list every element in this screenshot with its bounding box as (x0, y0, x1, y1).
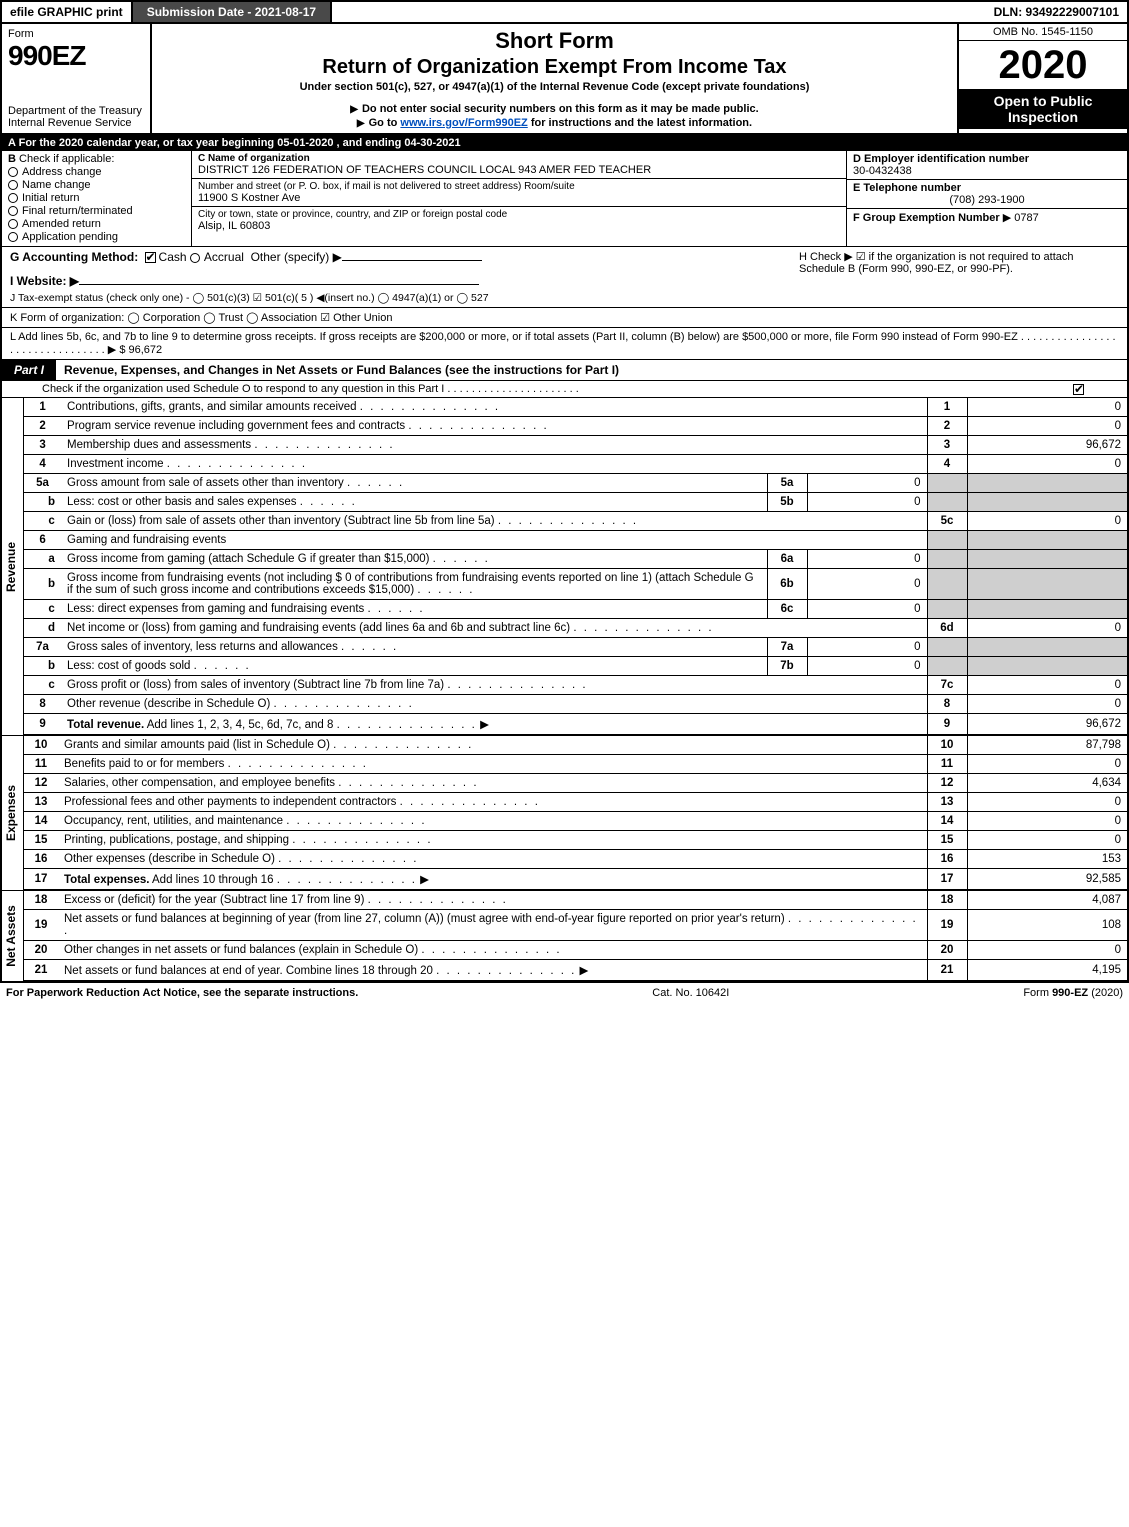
tel-label: E Telephone number (853, 182, 1121, 194)
dept-treasury: Department of the Treasury Internal Reve… (8, 105, 144, 129)
org-city: Alsip, IL 60803 (198, 220, 840, 232)
goto-post: for instructions and the latest informat… (528, 117, 752, 129)
group-exemption-label: F Group Exemption Number (853, 212, 1000, 224)
box-def: D Employer identification number 30-0432… (847, 151, 1127, 246)
table-row: 10Grants and similar amounts paid (list … (24, 736, 1127, 755)
box-b: B Check if applicable: Address change Na… (2, 151, 192, 246)
omb-number: OMB No. 1545-1150 (959, 24, 1127, 41)
line-a-tax-year: A For the 2020 calendar year, or tax yea… (0, 135, 1129, 151)
table-row: aGross income from gaming (attach Schedu… (24, 550, 1127, 569)
table-row: 19Net assets or fund balances at beginni… (24, 910, 1127, 941)
open-public-inspection: Open to Public Inspection (959, 89, 1127, 129)
table-row: 6Gaming and fundraising events (24, 531, 1127, 550)
ein-label: D Employer identification number (853, 153, 1121, 165)
table-row: 3Membership dues and assessments . . . .… (24, 436, 1127, 455)
chk-final-return[interactable] (8, 206, 18, 216)
chk-schedule-o[interactable] (1073, 384, 1084, 395)
org-address: 11900 S Kostner Ave (198, 192, 840, 204)
table-row: 16Other expenses (describe in Schedule O… (24, 850, 1127, 869)
table-row: 13Professional fees and other payments t… (24, 793, 1127, 812)
table-row: 17Total expenses. Add lines 10 through 1… (24, 869, 1127, 890)
form-label: Form (8, 28, 144, 40)
table-row: 5aGross amount from sale of assets other… (24, 474, 1127, 493)
part-1-header: Part I Revenue, Expenses, and Changes in… (0, 360, 1129, 381)
chk-app-pending[interactable] (8, 232, 18, 242)
org-info-grid: B Check if applicable: Address change Na… (0, 151, 1129, 247)
table-row: 15Printing, publications, postage, and s… (24, 831, 1127, 850)
chk-initial-return[interactable] (8, 193, 18, 203)
top-bar: efile GRAPHIC print Submission Date - 20… (0, 0, 1129, 24)
chk-accrual[interactable] (190, 253, 200, 263)
table-row: 4Investment income . . . . . . . . . . .… (24, 455, 1127, 474)
part-1-check: Check if the organization used Schedule … (0, 381, 1129, 398)
org-name: DISTRICT 126 FEDERATION OF TEACHERS COUN… (198, 164, 840, 176)
warning-text: Do not enter social security numbers on … (362, 103, 759, 115)
submission-date-button[interactable]: Submission Date - 2021-08-17 (133, 2, 332, 22)
table-row: bGross income from fundraising events (n… (24, 569, 1127, 600)
line-k-org-form: K Form of organization: ◯ Corporation ◯ … (0, 308, 1129, 328)
irs-link[interactable]: www.irs.gov/Form990EZ (400, 117, 527, 129)
box-c: C Name of organization DISTRICT 126 FEDE… (192, 151, 847, 246)
form-number: 990EZ (8, 40, 144, 72)
form-ref: Form 990-EZ (2020) (1023, 987, 1123, 999)
website-label: I Website: ▶ (10, 274, 79, 288)
chk-name-change[interactable] (8, 180, 18, 190)
page-footer: For Paperwork Reduction Act Notice, see … (0, 983, 1129, 1003)
netassets-side-label: Net Assets (2, 891, 24, 981)
paperwork-notice: For Paperwork Reduction Act Notice, see … (6, 987, 358, 999)
expenses-side-label: Expenses (2, 736, 24, 890)
tax-year: 2020 (959, 41, 1127, 89)
revenue-side-label: Revenue (2, 398, 24, 735)
form-header: Form 990EZ Department of the Treasury In… (0, 24, 1129, 135)
table-row: 20Other changes in net assets or fund ba… (24, 941, 1127, 960)
ein-value: 30-0432438 (853, 165, 1121, 177)
table-row: cGross profit or (loss) from sales of in… (24, 676, 1127, 695)
table-row: 8Other revenue (describe in Schedule O) … (24, 695, 1127, 714)
dln-label: DLN: 93492229007101 (986, 2, 1127, 22)
chk-amended[interactable] (8, 219, 18, 229)
netassets-table: 18Excess or (deficit) for the year (Subt… (24, 891, 1127, 981)
part-1-tab: Part I (2, 360, 56, 380)
table-row: cGain or (loss) from sale of assets othe… (24, 512, 1127, 531)
accounting-method-label: G Accounting Method: (10, 250, 138, 264)
goto-pre: Go to (369, 117, 401, 129)
subtitle: Under section 501(c), 527, or 4947(a)(1)… (158, 81, 951, 93)
table-row: 14Occupancy, rent, utilities, and mainte… (24, 812, 1127, 831)
line-l-gross-receipts: L Add lines 5b, 6c, and 7b to line 9 to … (0, 328, 1129, 360)
table-row: cLess: direct expenses from gaming and f… (24, 600, 1127, 619)
table-row: bLess: cost or other basis and sales exp… (24, 493, 1127, 512)
org-name-label: C Name of organization (198, 153, 840, 164)
efile-print-button[interactable]: efile GRAPHIC print (2, 2, 133, 22)
tel-value: (708) 293-1900 (853, 194, 1121, 206)
table-row: 12Salaries, other compensation, and empl… (24, 774, 1127, 793)
expenses-table: 10Grants and similar amounts paid (list … (24, 736, 1127, 890)
table-row: 7aGross sales of inventory, less returns… (24, 638, 1127, 657)
title-return: Return of Organization Exempt From Incom… (158, 56, 951, 79)
table-row: 21Net assets or fund balances at end of … (24, 960, 1127, 981)
table-row: 9Total revenue. Add lines 1, 2, 3, 4, 5c… (24, 714, 1127, 735)
addr-label: Number and street (or P. O. box, if mail… (198, 181, 840, 192)
line-g-h: G Accounting Method: Cash Accrual Other … (0, 247, 1129, 308)
table-row: 2Program service revenue including gover… (24, 417, 1127, 436)
cat-number: Cat. No. 10642I (358, 987, 1023, 999)
part-1-title: Revenue, Expenses, and Changes in Net As… (56, 360, 1127, 380)
table-row: bLess: cost of goods sold . . . . . .7b0 (24, 657, 1127, 676)
line-h-schedule-b: H Check ▶ ☑ if the organization is not r… (799, 250, 1119, 304)
chk-cash[interactable] (145, 252, 156, 263)
title-short-form: Short Form (158, 28, 951, 54)
table-row: dNet income or (loss) from gaming and fu… (24, 619, 1127, 638)
table-row: 1Contributions, gifts, grants, and simil… (24, 398, 1127, 417)
line-j-tax-exempt: J Tax-exempt status (check only one) - ◯… (10, 292, 799, 304)
table-row: 18Excess or (deficit) for the year (Subt… (24, 891, 1127, 910)
group-exemption-value: ▶ 0787 (1003, 212, 1039, 224)
table-row: 11Benefits paid to or for members . . . … (24, 755, 1127, 774)
chk-address-change[interactable] (8, 167, 18, 177)
city-label: City or town, state or province, country… (198, 209, 840, 220)
revenue-table: 1Contributions, gifts, grants, and simil… (24, 398, 1127, 735)
